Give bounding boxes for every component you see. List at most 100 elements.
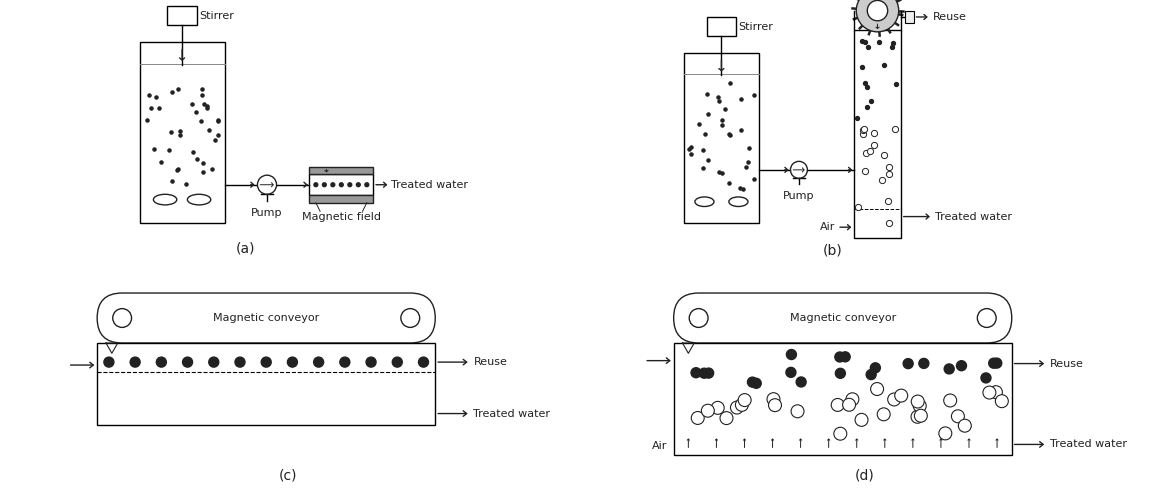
Circle shape bbox=[736, 398, 748, 411]
Circle shape bbox=[856, 414, 868, 426]
Circle shape bbox=[791, 405, 804, 418]
Circle shape bbox=[731, 401, 744, 414]
Point bbox=[745, 175, 763, 183]
Bar bbox=[309, 167, 374, 174]
Point bbox=[193, 91, 211, 99]
Point bbox=[880, 163, 898, 171]
Circle shape bbox=[836, 368, 845, 378]
Point bbox=[745, 91, 763, 98]
Point bbox=[683, 143, 701, 151]
Point bbox=[194, 168, 212, 175]
Point bbox=[710, 169, 729, 176]
Circle shape bbox=[738, 393, 751, 407]
Circle shape bbox=[835, 352, 845, 362]
Point bbox=[197, 102, 216, 110]
Point bbox=[853, 37, 872, 45]
Circle shape bbox=[957, 361, 966, 371]
Point bbox=[714, 169, 732, 176]
Point bbox=[858, 83, 876, 91]
Circle shape bbox=[767, 392, 779, 406]
Point bbox=[209, 116, 227, 123]
Point bbox=[693, 146, 711, 154]
Text: (b): (b) bbox=[823, 244, 843, 258]
Point bbox=[721, 79, 739, 87]
FancyBboxPatch shape bbox=[673, 293, 1011, 343]
Bar bbox=[167, 6, 197, 25]
Point bbox=[862, 97, 881, 105]
Circle shape bbox=[871, 383, 883, 395]
Circle shape bbox=[157, 357, 166, 367]
Circle shape bbox=[701, 404, 715, 417]
Point bbox=[865, 141, 883, 149]
Point bbox=[857, 167, 875, 175]
Circle shape bbox=[888, 393, 900, 406]
Point bbox=[887, 125, 905, 133]
Text: Air: Air bbox=[653, 441, 668, 451]
Point bbox=[710, 97, 729, 104]
Circle shape bbox=[364, 183, 369, 187]
Circle shape bbox=[130, 357, 141, 367]
Point bbox=[713, 116, 731, 123]
Circle shape bbox=[984, 386, 996, 399]
Circle shape bbox=[262, 357, 271, 367]
Point bbox=[193, 85, 211, 93]
Circle shape bbox=[752, 378, 761, 388]
Circle shape bbox=[841, 352, 850, 362]
Text: (a): (a) bbox=[236, 242, 256, 255]
Point bbox=[171, 131, 189, 139]
Text: Pump: Pump bbox=[251, 208, 282, 218]
Circle shape bbox=[989, 386, 1002, 399]
Text: Magnetic conveyor: Magnetic conveyor bbox=[790, 313, 896, 323]
Point bbox=[875, 150, 894, 158]
Point bbox=[879, 197, 897, 205]
Point bbox=[171, 127, 189, 135]
Point bbox=[183, 148, 202, 156]
Text: Reuse: Reuse bbox=[474, 357, 507, 367]
Point bbox=[883, 43, 902, 50]
Circle shape bbox=[340, 357, 349, 367]
Circle shape bbox=[366, 357, 376, 367]
Point bbox=[152, 158, 171, 166]
Point bbox=[730, 184, 748, 192]
Point bbox=[144, 145, 163, 153]
Point bbox=[696, 130, 715, 138]
Point bbox=[853, 125, 872, 133]
Point bbox=[709, 93, 728, 101]
Point bbox=[138, 116, 157, 124]
Bar bbox=[140, 43, 225, 223]
Circle shape bbox=[857, 0, 898, 32]
Text: Magnetic conveyor: Magnetic conveyor bbox=[213, 313, 319, 323]
Circle shape bbox=[866, 369, 876, 380]
Point bbox=[887, 80, 905, 88]
Point bbox=[191, 117, 210, 125]
Point bbox=[871, 38, 889, 46]
Text: Magnetic field: Magnetic field bbox=[302, 212, 380, 222]
Text: Stirrer: Stirrer bbox=[199, 11, 234, 21]
Circle shape bbox=[699, 368, 709, 378]
Point bbox=[884, 39, 903, 47]
Circle shape bbox=[314, 183, 318, 187]
Text: (c): (c) bbox=[279, 468, 297, 482]
Bar bbox=[854, 30, 900, 238]
Bar bbox=[707, 17, 737, 36]
Circle shape bbox=[287, 357, 297, 367]
Circle shape bbox=[769, 399, 782, 412]
Point bbox=[161, 128, 180, 136]
Point bbox=[721, 131, 739, 139]
Point bbox=[198, 104, 217, 112]
Bar bbox=[905, 11, 913, 24]
Point bbox=[150, 104, 168, 112]
Circle shape bbox=[419, 357, 429, 367]
Circle shape bbox=[939, 427, 951, 440]
Point bbox=[880, 170, 898, 177]
Text: Air: Air bbox=[820, 222, 835, 232]
Text: Treated water: Treated water bbox=[391, 180, 468, 190]
Text: Treated water: Treated water bbox=[935, 212, 1012, 221]
Point bbox=[856, 39, 874, 47]
Point bbox=[880, 219, 898, 226]
Circle shape bbox=[348, 183, 352, 187]
Circle shape bbox=[786, 349, 797, 360]
Circle shape bbox=[104, 357, 114, 367]
Text: Reuse: Reuse bbox=[1050, 359, 1084, 368]
Bar bbox=[673, 343, 1011, 455]
